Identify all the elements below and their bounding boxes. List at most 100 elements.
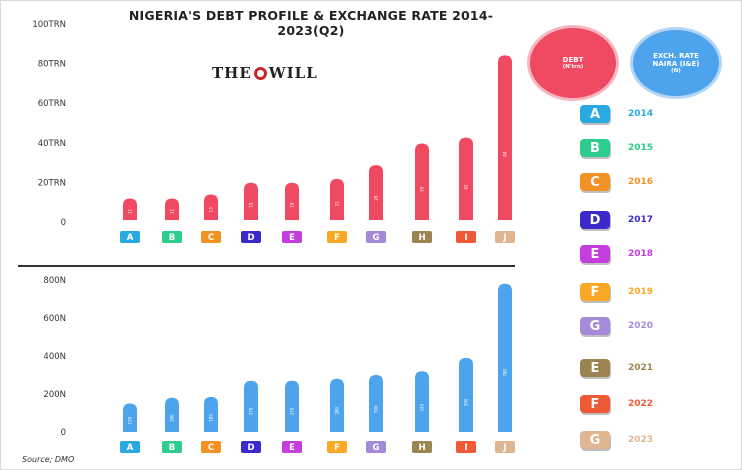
y-tick-label: 0	[61, 218, 66, 228]
y-tick-label: 60TRN	[38, 99, 66, 109]
bar	[330, 378, 344, 432]
bar	[415, 143, 429, 220]
legend-letter-badge: A	[580, 105, 610, 123]
category-badge	[366, 231, 386, 243]
debt-circle-unit: (N'trn)	[562, 63, 584, 70]
legend-letter-badge: C	[580, 173, 610, 191]
category-badge	[241, 231, 261, 243]
category-badge	[495, 231, 515, 243]
debt-circle-title: DEBT	[562, 55, 584, 64]
category-label: J	[502, 233, 506, 243]
exch-circle-subtitle: NAIRA (I&E)	[652, 59, 700, 68]
y-tick-label: 400N	[43, 352, 66, 362]
legend-year-label: 2021	[628, 363, 654, 373]
legend-year-label: 2016	[628, 177, 654, 187]
legend-item: F 2019	[580, 282, 653, 302]
page-title: NIGERIA'S DEBT PROFILE & EXCHANGE RATE 2…	[128, 8, 494, 38]
bar-value-label: 19	[249, 202, 254, 208]
y-tick-label: 600N	[43, 314, 66, 324]
bar-value-label: 180	[170, 414, 175, 422]
y-tick-label: 100TRN	[32, 20, 66, 30]
category-badge	[495, 441, 515, 453]
legend-year-label: 2020	[628, 321, 654, 331]
legend-letter-badge: G	[580, 431, 610, 449]
category-label: H	[418, 443, 425, 453]
category-badge	[282, 441, 302, 453]
category-badge	[120, 231, 140, 243]
bar	[498, 55, 512, 220]
category-label: I	[464, 443, 467, 453]
legend-item: G 2020	[580, 316, 653, 336]
category-label: H	[418, 233, 425, 243]
bar-value-label: 280	[335, 406, 340, 414]
bar-value-label: 19	[290, 202, 295, 208]
bar	[459, 137, 473, 220]
bar-value-label: 390	[464, 398, 469, 406]
legend-letter-badge: F	[580, 283, 610, 301]
legend-letter-badge: G	[580, 317, 610, 335]
bar	[498, 283, 512, 432]
exchange-rate-legend-circle: EXCH. RATE NAIRA (I&E) (N)	[633, 30, 719, 96]
exch-circle-title: EXCH. RATE	[653, 51, 699, 60]
logo-text-left: THE	[212, 64, 252, 82]
legend-year-label: 2023	[628, 435, 654, 445]
category-badge	[327, 441, 347, 453]
bar-value-label: 150	[128, 416, 133, 424]
category-badge	[412, 441, 432, 453]
legend-year-label: 2017	[628, 215, 654, 225]
bar-value-label: 84	[503, 151, 508, 157]
bar	[123, 198, 137, 220]
exch-circle-unit: (N)	[671, 67, 681, 74]
category-badge	[366, 441, 386, 453]
bar	[369, 375, 383, 432]
category-label: I	[464, 233, 467, 243]
bar-value-label: 42	[464, 184, 469, 190]
bar-value-label: 780	[503, 368, 508, 376]
y-tick-label: 40TRN	[38, 139, 66, 149]
bar-value-label: 185	[209, 414, 214, 422]
category-label: D	[247, 443, 254, 453]
category-badge	[162, 231, 182, 243]
category-badge	[456, 231, 476, 243]
bar-value-label: 270	[290, 407, 295, 415]
category-label: E	[289, 233, 295, 243]
category-label: C	[208, 443, 214, 453]
legend-item: D 2017	[580, 210, 653, 230]
category-label: D	[247, 233, 254, 243]
legend-item: E 2018	[580, 244, 653, 264]
y-tick-label: 80TRN	[38, 60, 66, 70]
bar	[285, 182, 299, 220]
legend-item: F 2022	[580, 394, 653, 414]
category-label: A	[127, 233, 134, 243]
legend-item: E 2021	[580, 358, 653, 378]
logo-mark-icon	[253, 66, 267, 80]
legend-item: B 2015	[580, 138, 653, 158]
legend-letter-badge: B	[580, 139, 610, 157]
y-tick-label: 200N	[43, 390, 66, 400]
y-tick-label: 800N	[43, 276, 66, 286]
category-label: A	[127, 443, 134, 453]
logo-text-right: WILL	[268, 64, 318, 82]
legend-letter-badge: F	[580, 395, 610, 413]
bar	[244, 380, 258, 432]
category-label: B	[169, 443, 175, 453]
source-note: Source; DMO	[22, 455, 75, 464]
the-will-logo: THE WILL	[212, 64, 318, 82]
legend-year-label: 2019	[628, 287, 654, 297]
category-label: F	[334, 443, 340, 453]
bar-value-label: 320	[420, 403, 425, 411]
legend-item: A 2014	[580, 104, 653, 124]
bar	[285, 380, 299, 432]
legend-year-label: 2015	[628, 143, 654, 153]
bar-value-label: 11	[128, 208, 133, 214]
bar	[165, 198, 179, 220]
bar-value-label: 13	[209, 207, 214, 213]
category-label: E	[289, 443, 295, 453]
bar-value-label: 11	[170, 208, 175, 214]
bar	[123, 403, 137, 432]
category-badge	[201, 231, 221, 243]
bar	[165, 397, 179, 432]
legend-year-label: 2022	[628, 399, 654, 409]
category-label: C	[208, 233, 214, 243]
